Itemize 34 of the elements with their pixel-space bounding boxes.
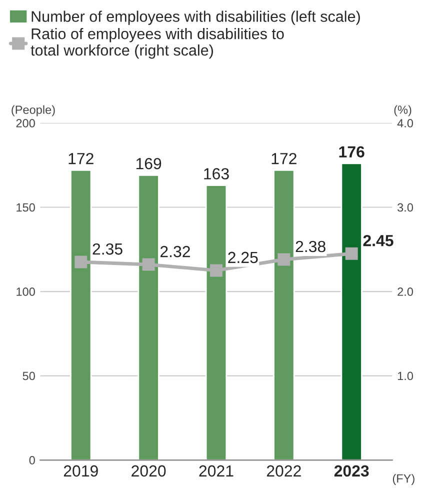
y2-tick-label: 3.0: [398, 203, 414, 212]
y-tick-label: 150: [16, 203, 35, 212]
legend-label: Number of employees with disabilities (left scale): [32, 10, 360, 25]
x-tick-label: 2021: [199, 465, 234, 477]
y-tick-label: 100: [16, 288, 35, 296]
x-axis-title: (FY): [392, 474, 414, 485]
point: [210, 264, 222, 277]
y2-tick-label: 4.0: [397, 119, 414, 128]
data-label: 176: [339, 146, 364, 158]
data-label: 2.38: [296, 240, 326, 252]
point: [74, 256, 88, 268]
data-label: 172: [68, 152, 94, 164]
y2-tick-label: 2.0: [398, 288, 414, 296]
data-label: 2.45: [363, 234, 394, 246]
x-tick-label: 2022: [266, 465, 301, 477]
data-label: 163: [204, 168, 229, 180]
y2-tick-label: 1.0: [398, 372, 414, 380]
y-axis-title: (People): [12, 105, 55, 116]
y-tick-label: 200: [16, 119, 35, 128]
y-tick-label: 50: [22, 372, 35, 380]
data-label: 169: [136, 158, 162, 170]
x-tick-label: 2019: [64, 465, 98, 477]
data-label: 172: [272, 152, 296, 164]
y-tick-label: 0: [29, 456, 35, 464]
data-label: 2.25: [228, 252, 258, 264]
point: [142, 258, 155, 271]
x-tick-label: 2020: [132, 465, 166, 477]
data-label: 2.35: [92, 243, 122, 255]
x-tick-label: 2023: [334, 465, 369, 477]
y2-axis-title: (%): [394, 105, 412, 116]
point: [278, 253, 290, 266]
point: [345, 247, 358, 260]
data-label: 2.32: [160, 246, 190, 258]
legend-label: Ratio of employees with disabilities to total workforce (right scale): [30, 28, 284, 59]
